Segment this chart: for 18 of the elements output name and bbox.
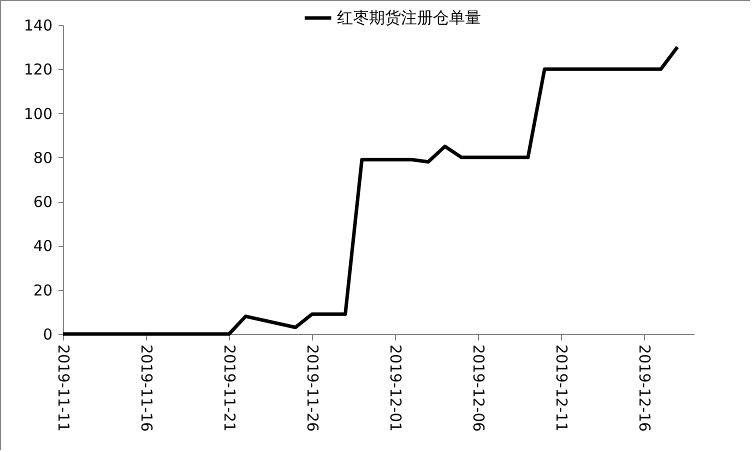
legend-label: 红枣期货注册仓单量	[337, 8, 481, 27]
x-tick-label: 2019-11-21	[220, 344, 239, 432]
x-tick-label: 2019-11-11	[54, 344, 72, 432]
x-tick-label: 2019-11-26	[304, 344, 322, 432]
x-tick-label: 2019-12-01	[386, 344, 405, 432]
y-tick-label: 120	[24, 60, 52, 79]
y-tick-label: 20	[33, 281, 52, 300]
line-series	[61, 45, 680, 336]
y-tick-label: 0	[42, 326, 52, 344]
x-tick-label: 2019-12-06	[470, 344, 488, 432]
y-tick-label: 40	[33, 237, 52, 256]
y-tick-label: 80	[33, 148, 52, 167]
y-tick-label: 60	[33, 193, 52, 212]
x-tick-label: 2019-12-11	[552, 344, 571, 432]
y-tick-label: 140	[24, 16, 52, 34]
x-tick-label: 2019-12-16	[636, 344, 654, 432]
y-tick-label: 100	[24, 104, 52, 123]
x-tick-label: 2019-11-16	[138, 344, 156, 432]
